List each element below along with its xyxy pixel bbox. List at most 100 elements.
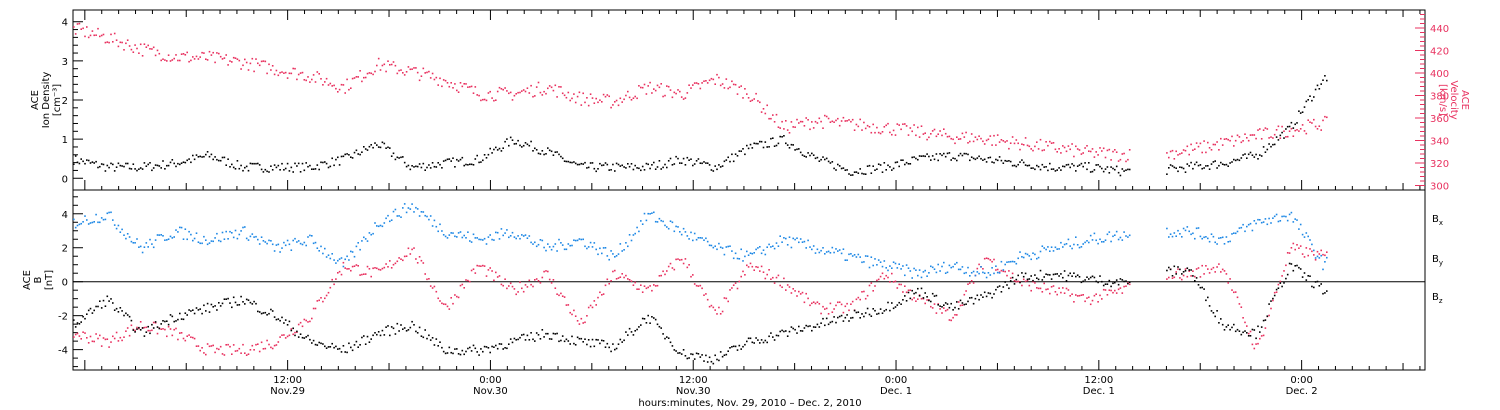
bz-point (1075, 294, 1077, 296)
by-point (1115, 230, 1118, 233)
bz-point (866, 294, 869, 297)
bx-point (876, 313, 878, 315)
bx-point (602, 340, 605, 342)
velocity-point (790, 121, 793, 123)
bx-point (625, 331, 627, 333)
by-point (266, 242, 268, 245)
velocity-point (1009, 142, 1012, 144)
density-point (171, 159, 174, 161)
bx-point (772, 336, 774, 338)
density-point (658, 160, 661, 162)
bz-point (574, 315, 577, 317)
bx-point (117, 311, 120, 313)
bx-point (206, 302, 209, 305)
velocity-point (422, 67, 425, 70)
bz-point (1084, 300, 1086, 303)
velocity-point (188, 60, 190, 63)
density-point (1288, 125, 1291, 128)
bx-point (660, 327, 662, 329)
bx-point (444, 352, 447, 355)
by-point (106, 212, 109, 215)
bx-point (1190, 269, 1192, 271)
by-point (931, 266, 934, 269)
bz-point (108, 346, 110, 348)
velocity-point (268, 63, 270, 66)
bx-point (1236, 328, 1239, 331)
bx-point (699, 356, 702, 358)
velocity-point (978, 135, 980, 137)
bx-point (1229, 328, 1231, 331)
bz-point (305, 319, 307, 322)
velocity-point (701, 82, 703, 84)
velocity-point (864, 127, 867, 130)
bz-point (811, 302, 813, 305)
by-point (329, 257, 332, 260)
velocity-point (764, 112, 767, 115)
density-point (78, 162, 81, 165)
density-point (1194, 163, 1196, 166)
bx-point (1182, 271, 1185, 273)
bx-point (1238, 330, 1241, 332)
velocity-point (1266, 128, 1269, 130)
bz-point (632, 284, 635, 286)
velocity-point (857, 125, 860, 128)
density-point (1008, 160, 1010, 162)
velocity-point (587, 104, 590, 107)
velocity-point (113, 32, 116, 35)
density-point (428, 164, 430, 166)
by-point (801, 241, 804, 243)
bx-point (210, 303, 213, 306)
by-point (1065, 243, 1068, 245)
by-point (195, 232, 198, 234)
bx-point (887, 301, 889, 304)
velocity-point (1205, 151, 1207, 154)
bz-point (392, 263, 395, 266)
bz-point (1236, 296, 1239, 299)
bz-point (112, 335, 114, 338)
density-point (403, 161, 406, 164)
bx-point (1099, 275, 1101, 277)
bx-point (831, 320, 834, 323)
bx-point (560, 339, 562, 342)
by-point (251, 233, 254, 235)
density-point (747, 147, 750, 150)
bz-point (885, 274, 887, 277)
by-point (1037, 256, 1040, 259)
bz-point (1015, 280, 1018, 283)
density-point (1169, 164, 1172, 166)
by-point (641, 223, 644, 225)
bz-point (684, 258, 687, 260)
density-point (487, 153, 490, 156)
bx-point (364, 343, 367, 345)
velocity-point (173, 57, 175, 60)
bz-point (1307, 254, 1309, 257)
by-point (82, 221, 84, 223)
bz-point (939, 308, 941, 310)
bz-point (1002, 270, 1005, 273)
density-point (794, 149, 796, 151)
bz-point (320, 297, 322, 299)
velocity-point (232, 56, 235, 59)
density-point (1073, 164, 1075, 167)
by-point (91, 221, 94, 224)
density-point (584, 161, 586, 164)
bx-point (219, 305, 222, 307)
bz-point (389, 260, 391, 262)
velocity-point (569, 99, 571, 102)
velocity-point (563, 94, 566, 97)
density-point (606, 163, 609, 166)
bz-point (147, 329, 149, 332)
bz-point (957, 301, 960, 303)
by-point (1019, 251, 1021, 253)
bz-point (522, 290, 525, 293)
bx-point (1249, 335, 1252, 337)
density-point (829, 162, 832, 164)
bx-point (786, 335, 789, 337)
bz-point (595, 304, 597, 306)
bz-point (900, 283, 902, 286)
bx-point (872, 308, 874, 310)
velocity-point (593, 102, 596, 104)
by-point (595, 248, 597, 251)
density-point (429, 167, 432, 169)
bx-point (677, 352, 679, 354)
